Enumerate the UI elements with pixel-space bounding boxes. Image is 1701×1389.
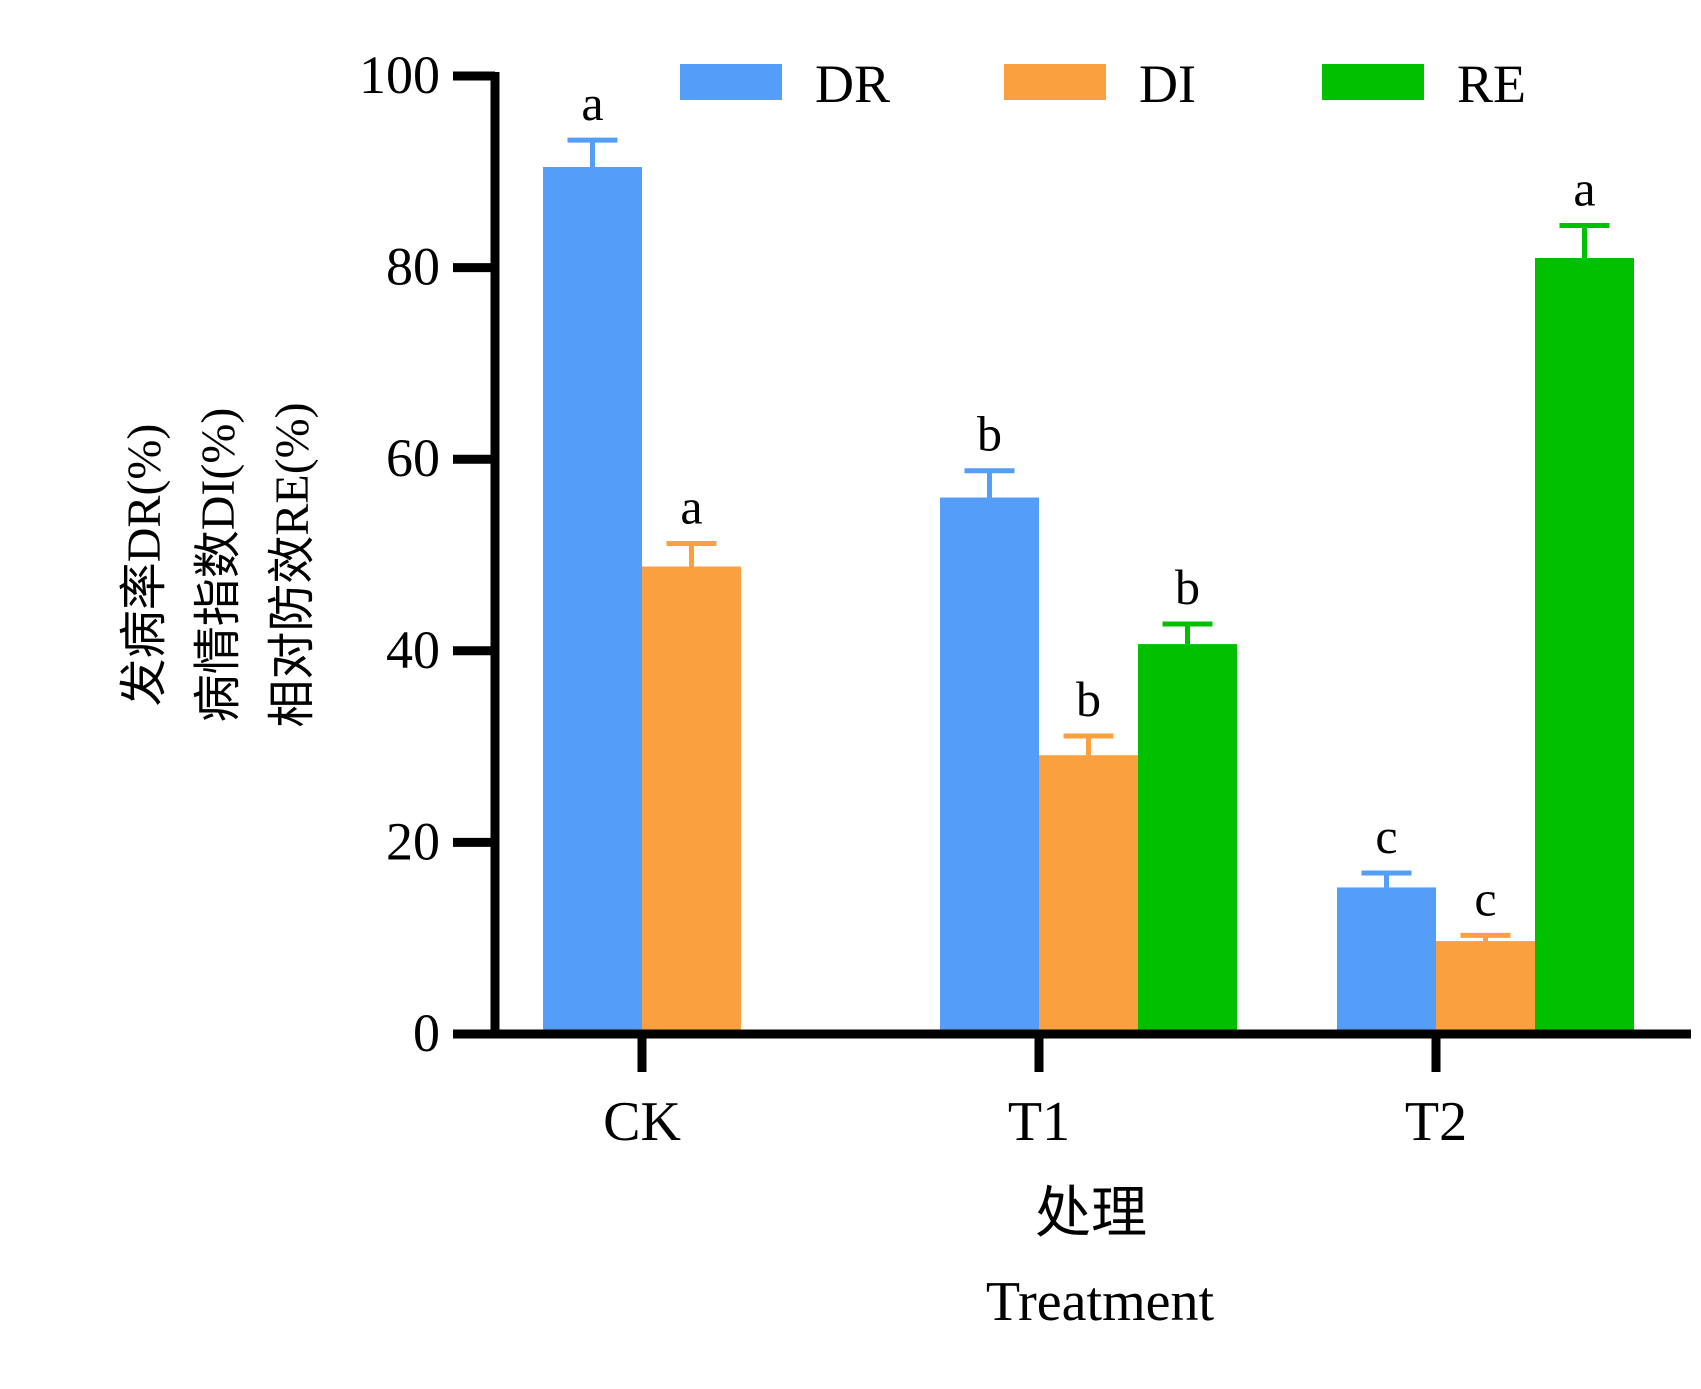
significance-letter-dr-t2: c <box>1375 808 1397 864</box>
x-ticks: CK T1 T2 <box>603 1034 1467 1153</box>
x-tick-label-ck: CK <box>603 1091 681 1153</box>
legend-swatch-di <box>1004 64 1106 100</box>
y-axis-label: 发病率DR(%) 病情指数DI(%) 相对防效RE(%) <box>118 402 319 727</box>
y-tick-label-60: 60 <box>386 428 440 488</box>
x-axis-label: 处理 Treatment <box>986 1183 1215 1333</box>
significance-letter-dr-ck: a <box>581 75 603 131</box>
x-tick-label-t1: T1 <box>1008 1091 1070 1153</box>
legend-label-dr: DR <box>815 54 890 114</box>
bar-dr-t2 <box>1337 887 1436 1034</box>
legend-swatch-re <box>1322 64 1424 100</box>
y-axis-label-line-3: 相对防效RE(%) <box>266 402 319 727</box>
x-tick-label-t2: T2 <box>1405 1091 1467 1153</box>
y-tick-label-40: 40 <box>386 620 440 680</box>
y-tick-label-100: 100 <box>359 45 440 105</box>
x-axis-label-line-2: Treatment <box>986 1271 1215 1333</box>
y-axis-label-line-1: 发病率DR(%) <box>118 424 171 707</box>
significance-letter-dr-t1: b <box>977 406 1002 462</box>
y-tick-label-0: 0 <box>413 1003 440 1063</box>
bars-layer: a a b b b c c a <box>543 75 1634 1034</box>
legend: DR DI RE <box>680 54 1526 114</box>
legend-swatch-dr <box>680 64 782 100</box>
significance-letter-re-t1: b <box>1175 559 1200 615</box>
bar-dr-t1 <box>940 497 1039 1034</box>
bar-re-t1 <box>1138 644 1237 1034</box>
bar-di-ck <box>642 566 741 1034</box>
bar-dr-ck <box>543 167 642 1034</box>
bar-di-t2 <box>1436 941 1535 1034</box>
bar-di-t1 <box>1039 755 1138 1034</box>
axes-layer <box>453 72 1691 1039</box>
y-ticks: 0 20 40 60 80 100 <box>359 45 495 1063</box>
y-tick-label-80: 80 <box>386 237 440 297</box>
x-axis-label-line-1: 处理 <box>1035 1183 1147 1245</box>
significance-letter-di-t1: b <box>1076 671 1101 727</box>
significance-letter-di-ck: a <box>680 479 702 535</box>
bar-re-t2 <box>1535 258 1634 1034</box>
significance-letter-re-t2: a <box>1573 160 1595 216</box>
legend-label-di: DI <box>1139 54 1196 114</box>
significance-letter-di-t2: c <box>1474 870 1496 926</box>
legend-label-re: RE <box>1457 54 1526 114</box>
y-axis-label-line-2: 病情指数DI(%) <box>192 408 245 723</box>
y-tick-label-20: 20 <box>386 811 440 871</box>
